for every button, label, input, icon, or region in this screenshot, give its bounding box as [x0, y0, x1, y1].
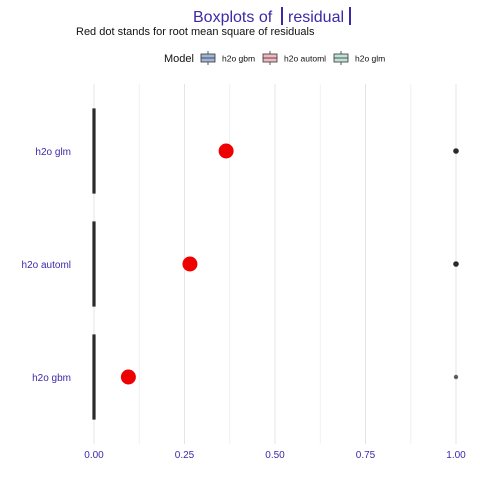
legend-entry: h2o glm — [333, 51, 385, 65]
outlier-point — [453, 261, 459, 267]
boxplot-row — [92, 108, 459, 194]
x-tick-label: 0.00 — [84, 450, 104, 461]
chart-marks — [92, 108, 459, 420]
chart-legend: Model h2o gbm h2o automl h2o glm — [164, 51, 385, 65]
legend-title: Model — [164, 53, 194, 65]
boxplot-row — [92, 221, 459, 307]
y-tick-label: h2o automl — [22, 260, 71, 271]
rmse-dot — [218, 143, 234, 159]
boxplot-row — [92, 334, 459, 420]
y-tick-label: h2o gbm — [32, 373, 71, 384]
outlier-point — [453, 374, 459, 380]
legend-entry: h2o automl — [262, 51, 326, 65]
outlier-point — [453, 148, 459, 154]
x-tick-label: 0.50 — [265, 450, 285, 461]
chart-title-highlight: residual — [288, 9, 344, 26]
y-tick-label: h2o glm — [35, 147, 71, 158]
legend-label: h2o gbm — [222, 54, 255, 64]
legend-label: h2o automl — [284, 54, 326, 64]
chart-axes: h2o glm h2o automl h2o gbm 0.00 0.25 0.50 0.75… — [22, 147, 467, 461]
legend-entry: h2o gbm — [200, 51, 255, 65]
rmse-dot — [182, 256, 198, 272]
x-tick-label: 0.75 — [356, 450, 376, 461]
x-tick-label: 0.25 — [175, 450, 195, 461]
chart-title-prefix: Boxplots of — [193, 9, 273, 26]
rmse-dot — [120, 369, 136, 385]
chart-title: Boxplots of residual — [193, 9, 344, 26]
chart-subtitle: Red dot stands for root mean square of r… — [76, 26, 315, 38]
legend-label: h2o glm — [355, 54, 385, 64]
x-tick-label: 1.00 — [446, 450, 466, 461]
